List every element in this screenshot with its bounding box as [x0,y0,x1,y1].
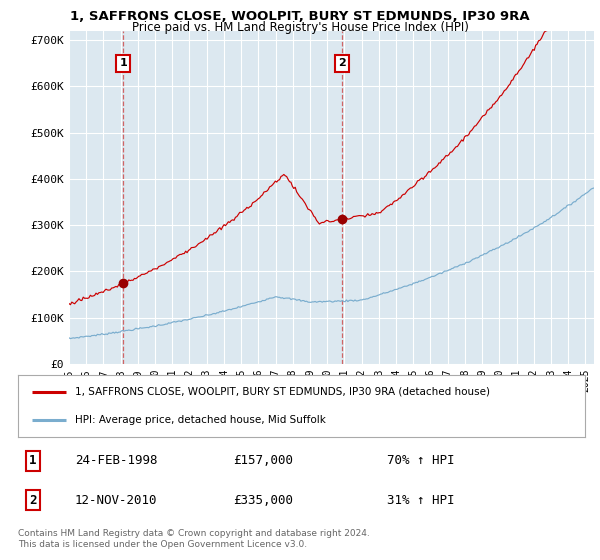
Text: £335,000: £335,000 [233,493,293,507]
Text: HPI: Average price, detached house, Mid Suffolk: HPI: Average price, detached house, Mid … [75,415,326,425]
Text: 31% ↑ HPI: 31% ↑ HPI [386,493,454,507]
Text: 24-FEB-1998: 24-FEB-1998 [75,454,157,467]
Text: 2: 2 [29,493,37,507]
Text: 1: 1 [119,58,127,68]
Text: 70% ↑ HPI: 70% ↑ HPI [386,454,454,467]
Text: 12-NOV-2010: 12-NOV-2010 [75,493,157,507]
Text: 2: 2 [338,58,346,68]
Text: 1: 1 [29,454,37,467]
Text: £157,000: £157,000 [233,454,293,467]
Text: Price paid vs. HM Land Registry's House Price Index (HPI): Price paid vs. HM Land Registry's House … [131,21,469,34]
Text: 1, SAFFRONS CLOSE, WOOLPIT, BURY ST EDMUNDS, IP30 9RA (detached house): 1, SAFFRONS CLOSE, WOOLPIT, BURY ST EDMU… [75,387,490,397]
Text: 1, SAFFRONS CLOSE, WOOLPIT, BURY ST EDMUNDS, IP30 9RA: 1, SAFFRONS CLOSE, WOOLPIT, BURY ST EDMU… [70,10,530,22]
Text: Contains HM Land Registry data © Crown copyright and database right 2024.
This d: Contains HM Land Registry data © Crown c… [18,529,370,549]
